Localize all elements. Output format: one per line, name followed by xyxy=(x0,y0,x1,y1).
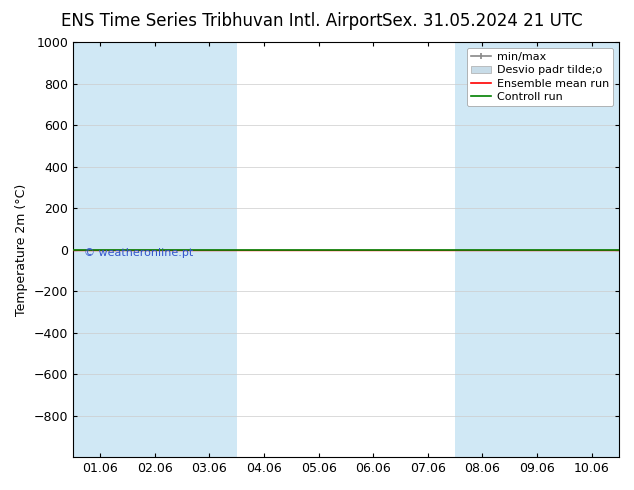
Y-axis label: Temperature 2m (°C): Temperature 2m (°C) xyxy=(15,183,28,316)
Text: Sex. 31.05.2024 21 UTC: Sex. 31.05.2024 21 UTC xyxy=(382,12,582,30)
Text: © weatheronline.pt: © weatheronline.pt xyxy=(84,247,193,258)
Legend: min/max, Desvio padr tilde;o, Ensemble mean run, Controll run: min/max, Desvio padr tilde;o, Ensemble m… xyxy=(467,48,614,106)
Bar xyxy=(510,42,564,457)
Bar xyxy=(127,42,182,457)
Text: ENS Time Series Tribhuvan Intl. Airport: ENS Time Series Tribhuvan Intl. Airport xyxy=(61,12,383,30)
Bar xyxy=(564,42,619,457)
Bar xyxy=(182,42,236,457)
Bar xyxy=(455,42,510,457)
Bar xyxy=(73,42,127,457)
